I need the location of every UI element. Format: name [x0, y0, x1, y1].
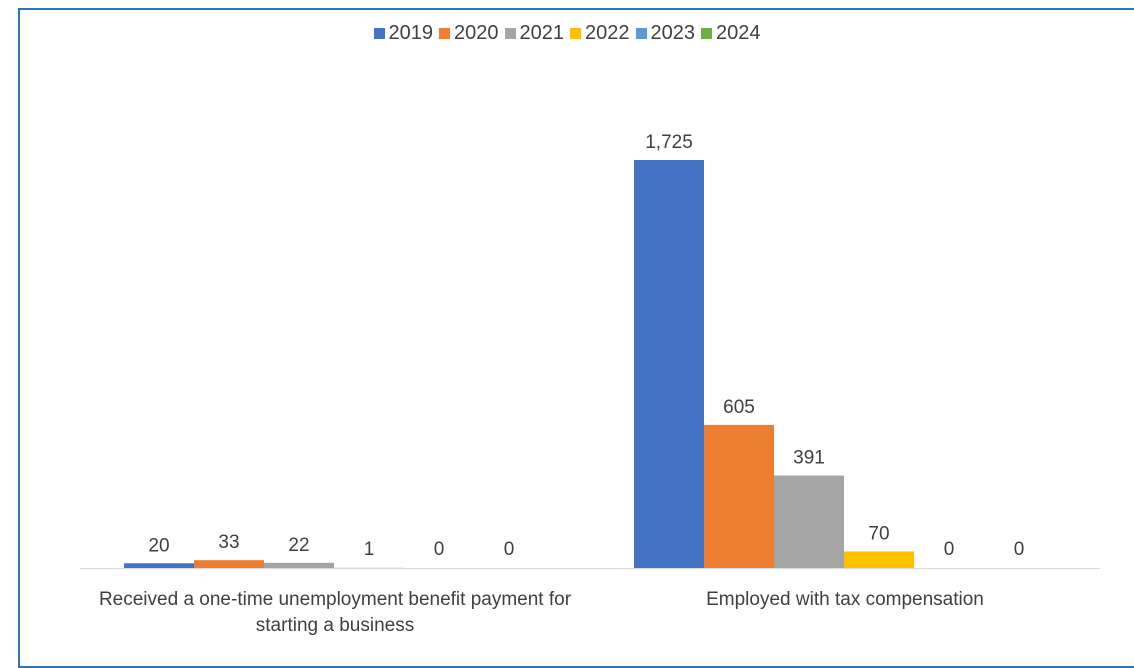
data-label-2024-cat0: 0: [504, 539, 515, 560]
data-label-2021-cat0: 22: [288, 535, 309, 556]
data-label-2024-cat1: 0: [1014, 539, 1025, 560]
category-label: Received a one-time unemployment benefit…: [85, 587, 585, 639]
bar-2019-cat0: [124, 563, 194, 568]
bar-2021-cat1: [774, 476, 844, 568]
data-label-2020-cat1: 605: [723, 397, 755, 418]
data-label-2019-cat0: 20: [148, 535, 169, 556]
bar-2022-cat1: [844, 551, 914, 568]
data-label-2022-cat1: 70: [868, 523, 889, 544]
data-label-2023-cat1: 0: [944, 539, 955, 560]
plot-area: 20 33 22 1 0 0 1,725 605 391 70 0 0: [0, 0, 1134, 649]
data-label-2021-cat1: 391: [793, 448, 825, 469]
bar-2019-cat1: [634, 160, 704, 568]
bar-2021-cat0: [264, 563, 334, 568]
data-label-2023-cat0: 0: [434, 539, 445, 560]
bar-2020-cat0: [194, 560, 264, 568]
data-label-2020-cat0: 33: [218, 532, 239, 553]
bar-2020-cat1: [704, 425, 774, 568]
data-label-2022-cat0: 1: [364, 539, 375, 560]
category-label: Employed with tax compensation: [595, 587, 1095, 613]
data-label-2019-cat1: 1,725: [645, 132, 693, 153]
